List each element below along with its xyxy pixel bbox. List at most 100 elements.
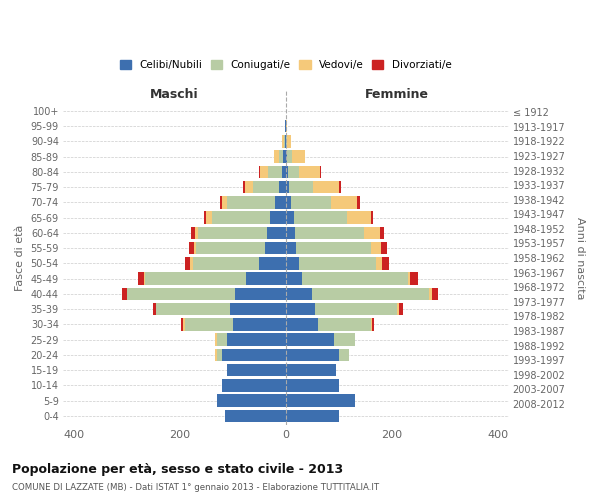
Bar	[286, 364, 336, 376]
Bar	[292, 150, 305, 163]
Bar	[286, 226, 295, 239]
Bar	[191, 226, 195, 239]
Bar	[145, 272, 246, 285]
Bar	[206, 212, 212, 224]
Bar	[267, 226, 286, 239]
Bar	[313, 181, 340, 194]
Bar	[270, 212, 286, 224]
Bar	[227, 196, 275, 208]
Bar	[380, 226, 385, 239]
Bar	[315, 303, 397, 316]
Text: Popolazione per età, sesso e stato civile - 2013: Popolazione per età, sesso e stato civil…	[12, 464, 343, 476]
Bar	[286, 212, 294, 224]
Bar	[235, 288, 286, 300]
Bar	[286, 334, 334, 346]
Bar	[265, 242, 286, 254]
Bar	[194, 242, 196, 254]
Y-axis label: Anni di nascita: Anni di nascita	[575, 217, 585, 300]
Bar	[295, 226, 364, 239]
Bar	[183, 318, 185, 330]
Bar	[244, 181, 245, 194]
Bar	[196, 242, 265, 254]
Bar	[286, 303, 315, 316]
Legend: Celibi/Nubili, Coniugati/e, Vedovi/e, Divorziati/e: Celibi/Nubili, Coniugati/e, Vedovi/e, Di…	[116, 56, 456, 74]
Bar	[302, 272, 408, 285]
Bar	[347, 212, 371, 224]
Bar	[339, 348, 349, 361]
Bar	[286, 196, 291, 208]
Bar	[284, 135, 285, 147]
Bar	[296, 242, 371, 254]
Bar	[364, 226, 380, 239]
Bar	[189, 242, 194, 254]
Bar	[376, 257, 382, 270]
Bar	[190, 257, 193, 270]
Bar	[122, 288, 127, 300]
Bar	[288, 166, 299, 178]
Bar	[268, 166, 281, 178]
Bar	[289, 181, 313, 194]
Bar	[320, 166, 322, 178]
Bar	[212, 212, 270, 224]
Bar	[156, 303, 230, 316]
Bar	[233, 318, 286, 330]
Bar	[199, 226, 267, 239]
Bar	[217, 334, 227, 346]
Bar	[245, 181, 253, 194]
Bar	[286, 272, 302, 285]
Bar	[372, 318, 374, 330]
Bar	[286, 379, 339, 392]
Bar	[227, 364, 286, 376]
Bar	[246, 272, 286, 285]
Bar	[287, 150, 292, 163]
Bar	[181, 318, 183, 330]
Bar	[217, 394, 286, 407]
Bar	[429, 288, 431, 300]
Bar	[334, 334, 355, 346]
Bar	[259, 257, 286, 270]
Bar	[286, 120, 287, 132]
Bar	[358, 196, 359, 208]
Bar	[399, 303, 403, 316]
Y-axis label: Fasce di età: Fasce di età	[15, 225, 25, 292]
Bar	[371, 242, 381, 254]
Bar	[286, 242, 296, 254]
Bar	[286, 166, 288, 178]
Bar	[431, 288, 438, 300]
Bar	[279, 150, 283, 163]
Bar	[193, 257, 259, 270]
Bar	[259, 166, 260, 178]
Bar	[382, 257, 389, 270]
Bar	[203, 212, 206, 224]
Bar	[282, 135, 284, 147]
Bar	[144, 272, 145, 285]
Bar	[195, 226, 199, 239]
Bar	[280, 181, 286, 194]
Bar	[286, 410, 339, 422]
Bar	[281, 166, 286, 178]
Bar	[286, 181, 289, 194]
Bar	[299, 166, 320, 178]
Bar	[217, 348, 222, 361]
Bar	[331, 196, 358, 208]
Text: Femmine: Femmine	[365, 88, 429, 101]
Text: COMUNE DI LAZZATE (MB) - Dati ISTAT 1° gennaio 2013 - Elaborazione TUTTITALIA.IT: COMUNE DI LAZZATE (MB) - Dati ISTAT 1° g…	[12, 484, 379, 492]
Bar	[253, 181, 280, 194]
Bar	[397, 303, 399, 316]
Bar	[283, 150, 286, 163]
Bar	[287, 135, 290, 147]
Bar	[410, 272, 418, 285]
Bar	[225, 410, 286, 422]
Bar	[260, 166, 268, 178]
Bar	[299, 257, 376, 270]
Bar	[275, 196, 286, 208]
Bar	[286, 135, 287, 147]
Bar	[222, 196, 227, 208]
Bar	[286, 150, 287, 163]
Bar	[317, 318, 371, 330]
Bar	[220, 196, 222, 208]
Bar	[222, 379, 286, 392]
Bar	[286, 318, 317, 330]
Bar	[340, 181, 341, 194]
Bar	[222, 348, 286, 361]
